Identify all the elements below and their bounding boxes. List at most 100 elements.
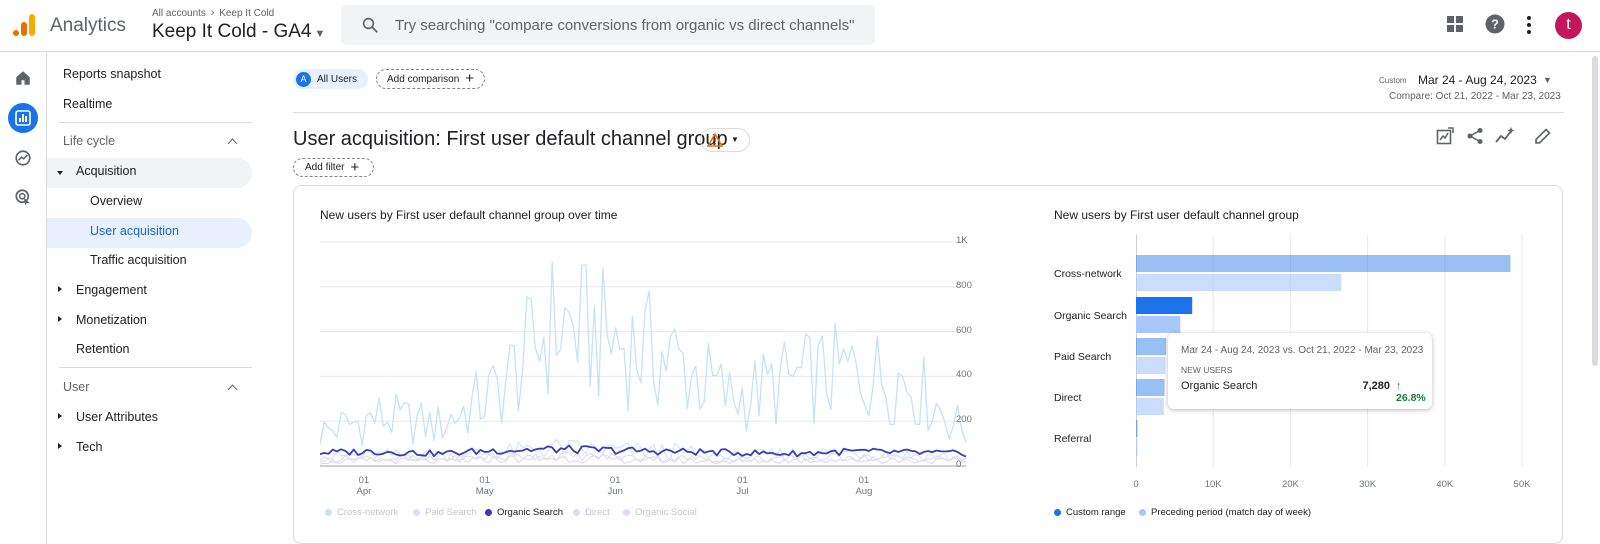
x-tick-label: 01 Jun [595, 475, 635, 497]
bar-chart-icon [15, 110, 31, 126]
bar-category-label[interactable]: Organic Search [1054, 310, 1127, 322]
nav-reports-snapshot[interactable]: Reports snapshot [63, 67, 161, 81]
edit-pencil-icon[interactable] [1534, 127, 1552, 145]
legend-previous-label: Preceding period (match day of week) [1151, 507, 1311, 518]
legend-dot [573, 509, 580, 516]
bar-previous-direct [1136, 398, 1164, 415]
add-filter-button[interactable]: Add filter + [293, 158, 374, 177]
chevron-up-icon[interactable] [227, 138, 238, 149]
add-comparison-button[interactable]: Add comparison + [376, 69, 485, 89]
breadcrumb-account[interactable]: All accounts [152, 8, 206, 19]
nav-traffic-acquisition[interactable]: Traffic acquisition [90, 253, 187, 267]
date-range-picker[interactable]: Mar 24 - Aug 24, 2023 [1418, 73, 1537, 87]
legend-label: Organic Social [635, 507, 697, 518]
x-tick-label: 01 May [465, 475, 505, 497]
chevron-up-icon[interactable] [227, 384, 238, 395]
bar-current-paid-search [1136, 338, 1167, 355]
warning-icon [707, 132, 723, 147]
line-legend-item[interactable]: Organic Search [485, 507, 563, 518]
more-vert-icon[interactable] [1526, 15, 1532, 35]
nav-acquisition[interactable]: Acquisition [76, 164, 137, 178]
segment-chip[interactable]: A All Users [293, 69, 368, 89]
nav-acquisition-row[interactable] [47, 158, 252, 188]
help-icon[interactable]: ? [1485, 14, 1505, 34]
segment-label: All Users [317, 73, 358, 85]
nav-overview[interactable]: Overview [90, 194, 143, 208]
nav-user-acquisition[interactable]: User acquisition [90, 224, 179, 238]
line-legend-item[interactable]: Direct [573, 507, 610, 518]
x-tick-day: 01 [609, 475, 621, 486]
divider [293, 112, 1564, 113]
caret-right-icon[interactable] [58, 443, 62, 449]
page-title: User acquisition: First user default cha… [293, 128, 728, 150]
scrollbar-thumb[interactable] [1592, 56, 1598, 366]
add-comparison-label: Add comparison [387, 73, 460, 85]
reports-button[interactable] [8, 103, 38, 133]
tooltip-channel: Organic Search [1181, 380, 1258, 392]
nav-tech[interactable]: Tech [76, 440, 103, 454]
home-button[interactable] [8, 63, 38, 93]
tooltip-change: ↑ 26.8% [1396, 380, 1426, 404]
breadcrumb[interactable]: All accounts › Keep It Cold [152, 7, 274, 19]
legend-dot [1054, 509, 1061, 516]
y-tick-label: 800 [956, 279, 972, 291]
caret-down-icon[interactable]: ▼ [1543, 75, 1552, 85]
insights-icon[interactable] [1495, 127, 1515, 145]
bar-category-label[interactable]: Cross-network [1054, 268, 1122, 280]
x-tick-label: 10K [1204, 479, 1222, 490]
search-input[interactable] [395, 14, 865, 36]
bar-previous-organic-search [1136, 316, 1181, 333]
nav-realtime[interactable]: Realtime [63, 97, 113, 111]
x-tick-label: 01 Aug [844, 475, 884, 497]
y-tick-label: 200 [956, 414, 972, 426]
customize-report-icon[interactable] [1436, 127, 1454, 145]
bar-legend-previous[interactable]: Preceding period (match day of week) [1139, 507, 1311, 518]
property-name[interactable]: Keep It Cold - GA4 [152, 21, 312, 42]
caret-right-icon[interactable] [58, 316, 62, 322]
search-bar[interactable] [341, 5, 875, 45]
line-legend-item[interactable]: Paid Search [413, 507, 477, 518]
caret-right-icon[interactable] [58, 413, 62, 419]
bar-category-label[interactable]: Referral [1054, 433, 1092, 445]
share-icon[interactable] [1466, 127, 1484, 145]
bar-chart-title: New users by First user default channel … [1054, 208, 1299, 222]
nav-user-acquisition-row[interactable] [47, 218, 252, 248]
plus-icon: + [350, 158, 360, 176]
line-legend-item[interactable]: Organic Social [623, 507, 697, 518]
advertising-icon [15, 189, 30, 206]
scrollbar[interactable] [1590, 52, 1600, 544]
x-tick-label: 0 [1133, 479, 1139, 490]
data-quality-button[interactable]: ▼ [700, 128, 750, 152]
breadcrumb-property[interactable]: Keep It Cold [219, 8, 275, 19]
x-tick-day: 01 [479, 475, 490, 486]
bar-category-label[interactable]: Direct [1054, 392, 1082, 404]
app-name: Analytics [50, 15, 127, 36]
bar-legend-current[interactable]: Custom range [1054, 507, 1126, 518]
bar-category-label[interactable]: Paid Search [1054, 351, 1112, 363]
explore-button[interactable] [8, 143, 38, 173]
avatar[interactable]: t [1555, 12, 1582, 39]
x-tick-month: Aug [855, 486, 873, 497]
caret-down-icon[interactable] [57, 171, 63, 175]
nav-monetization[interactable]: Monetization [76, 313, 147, 327]
legend-label: Direct [585, 507, 610, 518]
plus-icon: + [465, 70, 475, 87]
section-user[interactable]: User [63, 380, 90, 394]
legend-label: Cross-network [337, 507, 399, 518]
property-selector[interactable]: Keep It Cold - GA4 ▼ [152, 21, 325, 43]
x-tick-day: 01 [858, 475, 870, 486]
x-tick-month: May [475, 486, 494, 497]
caret-down-icon: ▼ [314, 28, 326, 40]
bar-chart[interactable] [1136, 235, 1528, 470]
line-chart[interactable] [320, 238, 974, 474]
nav-engagement[interactable]: Engagement [76, 283, 147, 297]
section-lifecycle[interactable]: Life cycle [63, 134, 116, 148]
x-tick-month: Jul [736, 486, 749, 497]
apps-grid-icon[interactable] [1446, 15, 1464, 33]
analytics-logo-icon[interactable] [12, 13, 36, 37]
line-legend-item[interactable]: Cross-network [325, 507, 398, 518]
caret-right-icon[interactable] [58, 286, 62, 292]
advertising-button[interactable] [8, 182, 38, 212]
nav-user-attributes[interactable]: User Attributes [76, 410, 158, 424]
nav-retention[interactable]: Retention [76, 342, 130, 356]
